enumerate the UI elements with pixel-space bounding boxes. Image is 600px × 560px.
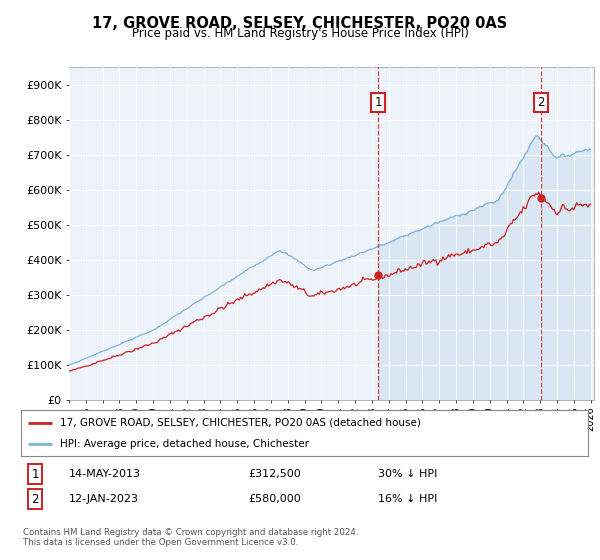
Text: 16% ↓ HPI: 16% ↓ HPI [378, 494, 437, 504]
Text: 14-MAY-2013: 14-MAY-2013 [69, 469, 141, 479]
Text: 17, GROVE ROAD, SELSEY, CHICHESTER, PO20 0AS: 17, GROVE ROAD, SELSEY, CHICHESTER, PO20… [92, 16, 508, 31]
Text: 12-JAN-2023: 12-JAN-2023 [69, 494, 139, 504]
Text: Contains HM Land Registry data © Crown copyright and database right 2024.
This d: Contains HM Land Registry data © Crown c… [23, 528, 358, 547]
Text: HPI: Average price, detached house, Chichester: HPI: Average price, detached house, Chic… [59, 439, 308, 449]
Text: £580,000: £580,000 [248, 494, 301, 504]
Text: Price paid vs. HM Land Registry's House Price Index (HPI): Price paid vs. HM Land Registry's House … [131, 27, 469, 40]
Text: 1: 1 [31, 468, 39, 480]
Text: £312,500: £312,500 [248, 469, 301, 479]
Text: 1: 1 [374, 96, 382, 109]
Text: 2: 2 [537, 96, 545, 109]
Text: 17, GROVE ROAD, SELSEY, CHICHESTER, PO20 0AS (detached house): 17, GROVE ROAD, SELSEY, CHICHESTER, PO20… [59, 418, 421, 428]
Text: 2: 2 [31, 493, 39, 506]
Text: 30% ↓ HPI: 30% ↓ HPI [378, 469, 437, 479]
